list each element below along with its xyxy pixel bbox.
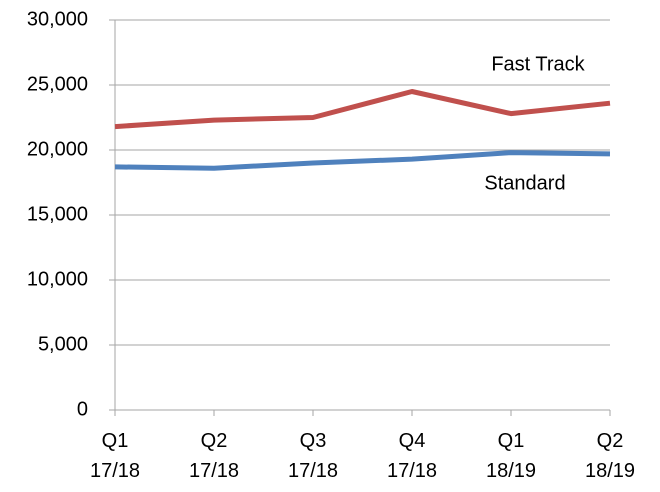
series-label: Standard (484, 172, 565, 194)
x-tick-label-line: 17/18 (387, 460, 437, 482)
x-tick-label-line: Q1 (498, 430, 525, 452)
x-tick-label-line: Q1 (102, 430, 129, 452)
x-tick-label-line: 18/19 (585, 460, 635, 482)
y-tick-label: 30,000 (27, 8, 88, 30)
y-tick-label: 25,000 (27, 73, 88, 95)
x-tick-label: Q4 17/18 (387, 430, 437, 482)
x-tick-label-line: 17/18 (90, 460, 140, 482)
series-label: Fast Track (491, 53, 585, 75)
y-tick-label: 10,000 (27, 268, 88, 290)
x-tick-label: Q2 17/18 (189, 430, 239, 482)
x-tick-label-line: Q2 (201, 430, 228, 452)
x-tick-label-line: Q4 (399, 430, 426, 452)
x-tick-label: Q2 18/19 (585, 430, 635, 482)
y-tick-label: 0 (77, 398, 88, 420)
y-tick-label: 5,000 (38, 333, 88, 355)
y-tick-label: 15,000 (27, 203, 88, 225)
x-tick-label-line: 18/19 (486, 460, 536, 482)
x-tick-label-line: 17/18 (288, 460, 338, 482)
x-tick-label: Q1 18/19 (486, 430, 536, 482)
x-tick-label: Q3 17/18 (288, 430, 338, 482)
x-tick-label-line: Q3 (300, 430, 327, 452)
series-line (114, 89, 611, 130)
series-line (114, 150, 611, 171)
y-tick-label: 20,000 (27, 138, 88, 160)
x-tick-label-line: 17/18 (189, 460, 239, 482)
x-tick-label: Q1 17/18 (90, 430, 140, 482)
x-tick-label-line: Q2 (597, 430, 624, 452)
